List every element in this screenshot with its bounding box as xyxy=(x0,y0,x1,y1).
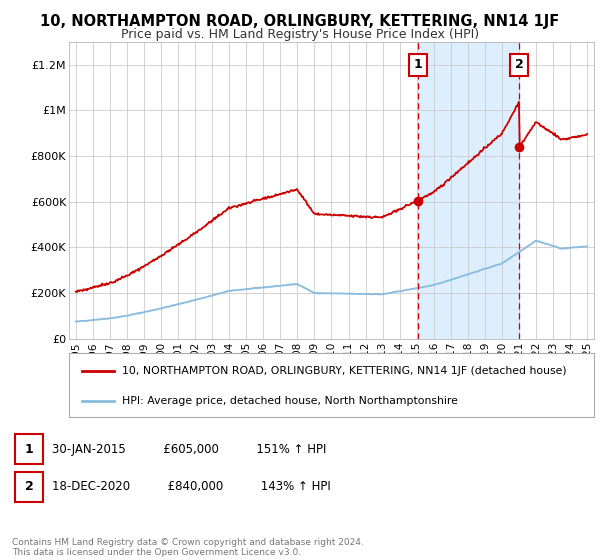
Text: 1: 1 xyxy=(413,58,422,71)
Text: 30-JAN-2015          £605,000          151% ↑ HPI: 30-JAN-2015 £605,000 151% ↑ HPI xyxy=(52,443,326,456)
FancyBboxPatch shape xyxy=(69,353,594,417)
FancyBboxPatch shape xyxy=(15,435,43,464)
Text: 10, NORTHAMPTON ROAD, ORLINGBURY, KETTERING, NN14 1JF (detached house): 10, NORTHAMPTON ROAD, ORLINGBURY, KETTER… xyxy=(121,366,566,376)
FancyBboxPatch shape xyxy=(15,472,43,502)
Text: Contains HM Land Registry data © Crown copyright and database right 2024.
This d: Contains HM Land Registry data © Crown c… xyxy=(12,538,364,557)
Text: HPI: Average price, detached house, North Northamptonshire: HPI: Average price, detached house, Nort… xyxy=(121,396,457,406)
Bar xyxy=(418,42,519,339)
Text: 1: 1 xyxy=(25,443,33,456)
Text: 18-DEC-2020          £840,000          143% ↑ HPI: 18-DEC-2020 £840,000 143% ↑ HPI xyxy=(52,480,331,493)
Text: 10, NORTHAMPTON ROAD, ORLINGBURY, KETTERING, NN14 1JF: 10, NORTHAMPTON ROAD, ORLINGBURY, KETTER… xyxy=(40,14,560,29)
Text: 2: 2 xyxy=(25,480,33,493)
Text: 2: 2 xyxy=(515,58,523,71)
Text: Price paid vs. HM Land Registry's House Price Index (HPI): Price paid vs. HM Land Registry's House … xyxy=(121,28,479,41)
